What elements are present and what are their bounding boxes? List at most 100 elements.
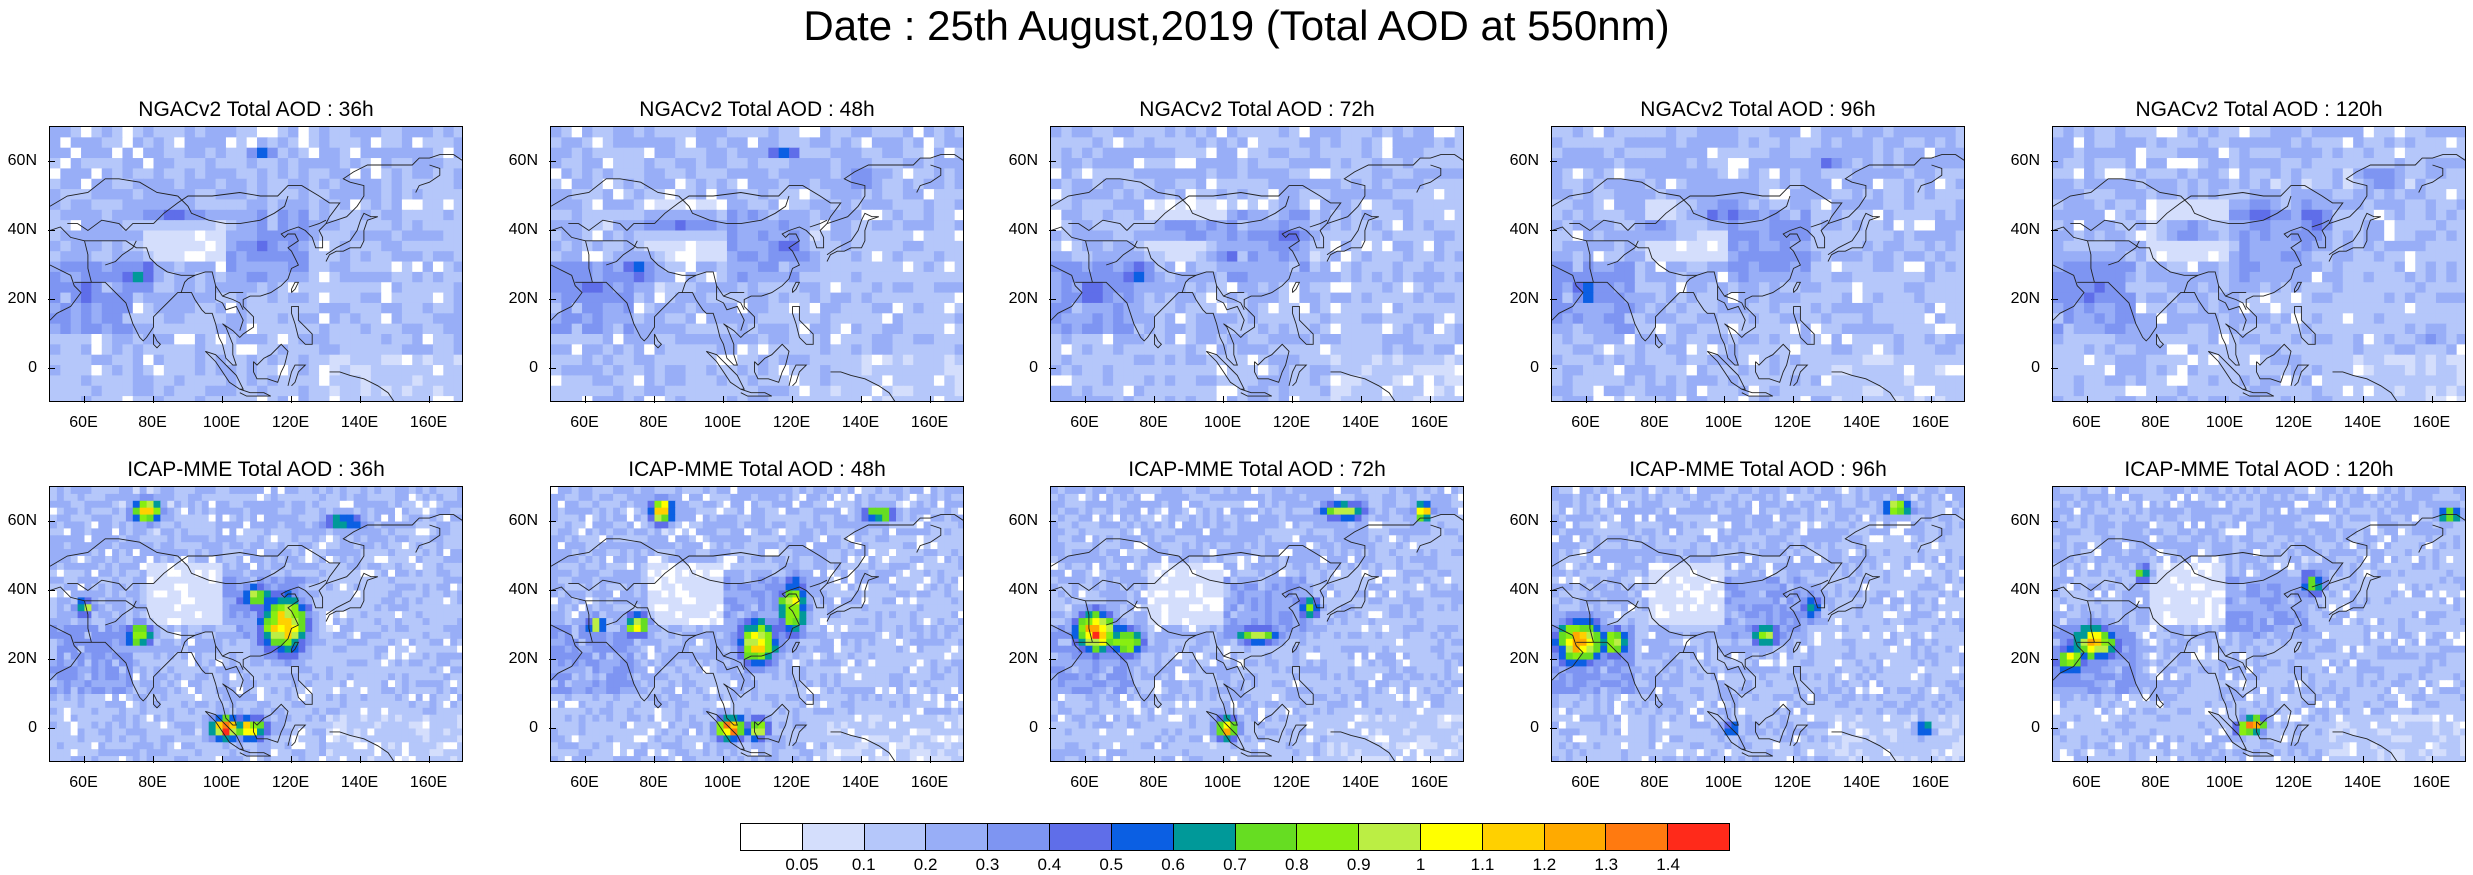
lon-tick-mark (1862, 756, 1864, 763)
lat-tick-label: 40N (8, 221, 37, 239)
lat-tick-mark (549, 161, 556, 163)
lon-tick-label: 60E (69, 774, 97, 792)
colorbar-swatch (741, 824, 803, 850)
lon-tick-mark (1223, 756, 1225, 763)
lat-tick-mark (1550, 161, 1557, 163)
lon-tick-label: 60E (1571, 774, 1599, 792)
lon-tick-mark (2087, 756, 2089, 763)
colorbar-label: 1.2 (1533, 855, 1557, 875)
colorbar-swatch (1606, 824, 1668, 850)
colorbar-label: 1 (1416, 855, 1425, 875)
lon-tick-label: 80E (639, 414, 667, 432)
lon-tick-label: 80E (2141, 414, 2169, 432)
aod-map (1050, 126, 1464, 402)
lat-tick-label: 20N (1009, 290, 1038, 308)
lon-tick-mark (2432, 396, 2434, 403)
panel-title: NGACv2 Total AOD : 96h (1551, 98, 1965, 122)
lon-tick-label: 60E (570, 414, 598, 432)
lat-tick-label: 60N (8, 152, 37, 170)
lon-tick-label: 120E (773, 414, 810, 432)
lon-tick-mark (291, 756, 293, 763)
lat-tick-label: 40N (1009, 581, 1038, 599)
colorbar-label: 1.3 (1594, 855, 1618, 875)
lat-tick-mark (1049, 728, 1056, 730)
lon-tick-mark (222, 396, 224, 403)
lat-tick-label: 40N (509, 221, 538, 239)
lon-tick-mark (84, 756, 86, 763)
aod-field (1051, 127, 1464, 402)
lat-tick-label: 0 (1029, 719, 1038, 737)
lon-tick-mark (1586, 396, 1588, 403)
lon-tick-label: 80E (1640, 414, 1668, 432)
lat-tick-mark (2051, 590, 2058, 592)
lon-tick-label: 100E (704, 414, 741, 432)
colorbar-label: 1.1 (1471, 855, 1495, 875)
lon-tick-mark (723, 396, 725, 403)
lon-tick-mark (2294, 756, 2296, 763)
colorbar-label: 0.4 (1038, 855, 1062, 875)
aod-map (49, 126, 463, 402)
lon-tick-label: 140E (842, 774, 879, 792)
lat-tick-mark (1049, 299, 1056, 301)
colorbar-swatch (988, 824, 1050, 850)
lon-tick-mark (1793, 756, 1795, 763)
lat-tick-label: 0 (1530, 359, 1539, 377)
lat-tick-mark (48, 728, 55, 730)
aod-field (551, 127, 964, 402)
lat-tick-label: 20N (2011, 290, 2040, 308)
lat-tick-label: 40N (2011, 221, 2040, 239)
lat-tick-mark (1049, 230, 1056, 232)
lat-tick-mark (1550, 521, 1557, 523)
lon-tick-label: 140E (341, 774, 378, 792)
lat-tick-label: 0 (28, 359, 37, 377)
lat-tick-label: 0 (1029, 359, 1038, 377)
lat-tick-mark (2051, 659, 2058, 661)
lon-tick-mark (1430, 756, 1432, 763)
lon-tick-label: 100E (1204, 414, 1241, 432)
lon-tick-label: 60E (2072, 774, 2100, 792)
lon-tick-mark (1085, 756, 1087, 763)
panel-title: ICAP-MME Total AOD : 72h (1050, 458, 1464, 482)
lat-tick-label: 20N (509, 650, 538, 668)
lat-tick-label: 60N (1510, 512, 1539, 530)
lon-tick-mark (1862, 396, 1864, 403)
lon-tick-mark (2225, 396, 2227, 403)
panel-title: NGACv2 Total AOD : 72h (1050, 98, 1464, 122)
lat-tick-label: 60N (509, 512, 538, 530)
lat-tick-label: 60N (1009, 512, 1038, 530)
lat-tick-label: 0 (2031, 359, 2040, 377)
lon-tick-mark (792, 756, 794, 763)
aod-map (1551, 126, 1965, 402)
colorbar-swatch (1174, 824, 1236, 850)
lon-tick-mark (291, 396, 293, 403)
lat-tick-mark (549, 368, 556, 370)
colorbar-swatch (865, 824, 927, 850)
lat-tick-mark (549, 659, 556, 661)
lat-tick-mark (2051, 161, 2058, 163)
lon-tick-mark (1085, 396, 1087, 403)
lon-tick-label: 60E (1070, 414, 1098, 432)
lon-tick-label: 100E (1705, 414, 1742, 432)
lat-tick-mark (2051, 728, 2058, 730)
lat-tick-mark (48, 230, 55, 232)
lat-tick-label: 20N (8, 650, 37, 668)
lon-tick-mark (1586, 756, 1588, 763)
lat-tick-mark (549, 230, 556, 232)
lon-tick-mark (654, 756, 656, 763)
lat-tick-label: 40N (2011, 581, 2040, 599)
lon-tick-mark (2294, 396, 2296, 403)
lon-tick-mark (585, 396, 587, 403)
lat-tick-label: 60N (2011, 512, 2040, 530)
lon-tick-mark (861, 756, 863, 763)
lat-tick-mark (1550, 590, 1557, 592)
colorbar-swatch (1668, 824, 1729, 850)
lon-tick-label: 160E (1912, 774, 1949, 792)
lat-tick-mark (1049, 521, 1056, 523)
lat-tick-mark (2051, 368, 2058, 370)
lon-tick-mark (1292, 756, 1294, 763)
lat-tick-mark (1049, 161, 1056, 163)
